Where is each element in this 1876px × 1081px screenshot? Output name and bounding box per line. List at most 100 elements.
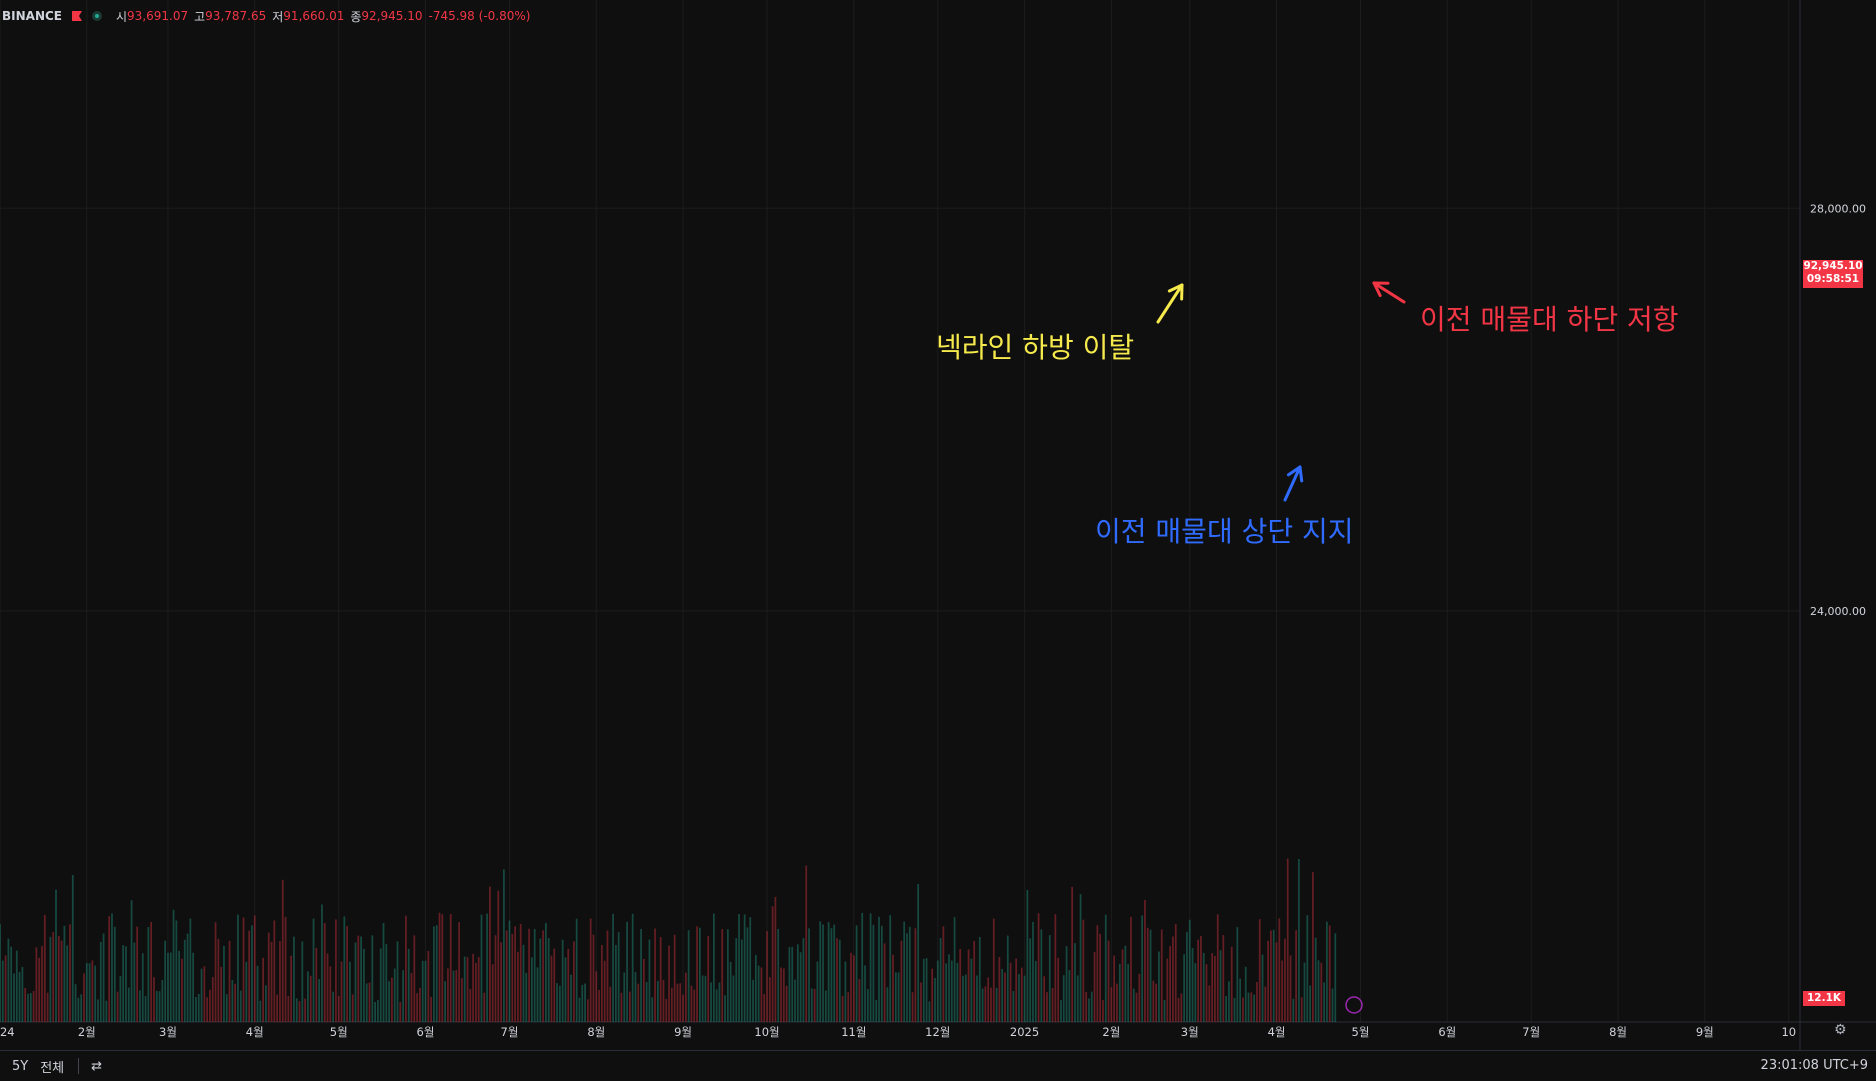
volume-bar <box>889 915 891 1022</box>
clock[interactable]: 23:01:08 UTC+9 <box>1761 1058 1868 1073</box>
volume-bar <box>1032 922 1034 1022</box>
volume-bar <box>181 959 183 1022</box>
volume-bar <box>223 946 225 1022</box>
volume-bar <box>898 972 900 1022</box>
volume-bar <box>629 992 631 1022</box>
volume-bar <box>626 922 628 1022</box>
volume-bar <box>1203 953 1205 1022</box>
volume-bar <box>1267 941 1269 1022</box>
volume-bar <box>763 994 765 1022</box>
volume-bar <box>475 963 477 1022</box>
volume-bar <box>1242 998 1244 1022</box>
volume-bar <box>545 923 547 1022</box>
time-tick-label: 2월 <box>78 1025 96 1039</box>
volume-bar <box>590 919 592 1022</box>
volume-bar <box>637 984 639 1022</box>
volume-bar <box>1326 922 1328 1022</box>
volume-bar <box>1228 981 1230 1022</box>
volume-bar <box>108 916 110 1022</box>
volume-tag: 12.1K <box>1803 991 1845 1006</box>
volume-bar <box>1192 948 1194 1022</box>
volume-bar <box>285 917 287 1022</box>
volume-bar <box>990 988 992 1022</box>
volume-bar <box>1049 935 1051 1022</box>
volume-bar <box>1066 946 1068 1022</box>
volume-bar <box>562 940 564 1022</box>
volume-bar <box>201 969 203 1022</box>
volume-bar <box>845 962 847 1022</box>
price-chart[interactable]: 24,000.0028,000.0032,000.0036,000.0040,0… <box>0 0 1876 1050</box>
time-tick-label: 10 <box>1781 1025 1796 1039</box>
volume-bar <box>265 985 267 1022</box>
volume-bar <box>357 936 359 1022</box>
volume-bar <box>682 995 684 1022</box>
volume-bar <box>52 932 54 1022</box>
last-price-tag: 92,945.10 09:58:51 <box>1803 260 1863 288</box>
volume-bar <box>593 935 595 1022</box>
volume-bar <box>377 1000 379 1022</box>
volume-bar <box>411 973 413 1022</box>
volume-bar <box>929 1001 931 1022</box>
volume-bar <box>83 973 85 1022</box>
volume-bar <box>777 929 779 1022</box>
volume-bar <box>716 989 718 1022</box>
volume-bar <box>839 940 841 1022</box>
volume-bar <box>1085 992 1087 1022</box>
range-5y-button[interactable]: 5Y <box>12 1059 28 1074</box>
volume-bar <box>1054 914 1056 1022</box>
volume-bar <box>1245 967 1247 1022</box>
volume-bar <box>24 988 26 1022</box>
volume-bar <box>262 958 264 1022</box>
range-all-button[interactable]: 전체 <box>40 1057 64 1076</box>
volume-bar <box>217 939 219 1022</box>
volume-bar <box>959 949 961 1022</box>
time-tick-label: 2025 <box>1010 1025 1039 1039</box>
time-tick-label: 3월 <box>1181 1025 1199 1039</box>
volume-bar <box>542 930 544 1022</box>
volume-bar <box>1041 929 1043 1022</box>
volume-bar <box>747 927 749 1022</box>
volume-bar <box>1320 963 1322 1022</box>
volume-bar <box>805 866 807 1022</box>
volume-bar <box>794 980 796 1022</box>
flag-icon[interactable] <box>72 11 82 21</box>
volume-bar <box>948 954 950 1022</box>
volume-bar <box>724 995 726 1022</box>
volume-bar <box>875 1000 877 1022</box>
date-range-icon[interactable]: ⇄ <box>91 1059 102 1074</box>
volume-bar <box>1253 995 1255 1022</box>
volume-bar <box>730 962 732 1022</box>
volume-bar <box>497 891 499 1022</box>
volume-bar <box>1155 984 1157 1022</box>
volume-bar <box>668 946 670 1022</box>
volume-bar <box>61 941 63 1022</box>
volume-bar <box>873 925 875 1022</box>
symbol-name[interactable]: BINANCE <box>2 9 62 23</box>
volume-bar <box>19 972 21 1022</box>
volume-bar <box>55 890 57 1022</box>
volume-bar <box>5 955 7 1022</box>
volume-bar <box>623 973 625 1022</box>
volume-bar <box>268 933 270 1022</box>
volume-bar <box>450 914 452 1022</box>
volume-bar <box>178 951 180 1022</box>
volume-bar <box>1169 946 1171 1022</box>
volume-bar <box>206 997 208 1022</box>
volume-bar <box>343 916 345 1022</box>
volume-bar <box>931 969 933 1022</box>
volume-bar <box>581 985 583 1022</box>
volume-bar <box>251 925 253 1022</box>
volume-bar <box>884 943 886 1022</box>
volume-bar <box>293 937 295 1022</box>
volume-bar <box>1133 989 1135 1022</box>
volume-bar <box>1287 859 1289 1022</box>
volume-bar <box>1264 987 1266 1022</box>
volume-bar <box>444 981 446 1022</box>
close-value: 92,945.10 <box>361 9 422 23</box>
volume-bar <box>973 941 975 1022</box>
volume-bar <box>8 939 10 1022</box>
volume-bar <box>632 914 634 1022</box>
volume-bar <box>1068 970 1070 1022</box>
gear-icon[interactable]: ⚙ <box>1834 1022 1847 1038</box>
volume-bar <box>906 933 908 1022</box>
